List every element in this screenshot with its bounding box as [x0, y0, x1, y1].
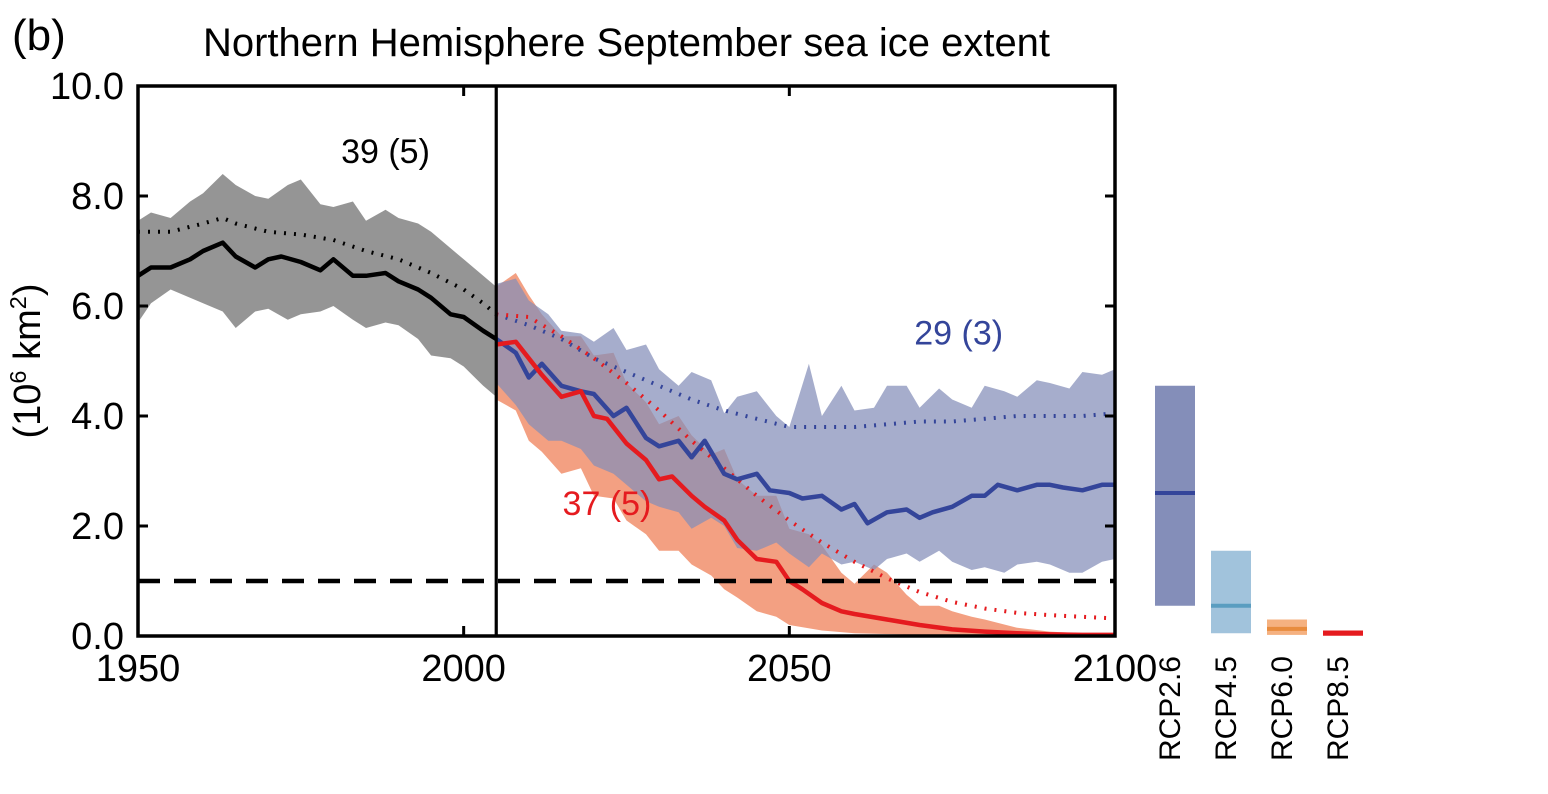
- legend-bar-RCP2.6: [1155, 386, 1195, 606]
- xtick-label: 2100: [1073, 648, 1158, 690]
- annotation-hist: 39 (5): [341, 133, 430, 171]
- ytick-label: 0.0: [71, 616, 124, 658]
- panel-label: (b): [12, 11, 66, 60]
- y-axis-label: (106 km2): [5, 283, 49, 438]
- ytick-label: 8.0: [71, 176, 124, 218]
- xtick-label: 2000: [421, 648, 506, 690]
- annotation-rcp26: 29 (3): [914, 315, 1003, 353]
- legend-label: RCP2.6: [1154, 656, 1187, 761]
- ytick-label: 2.0: [71, 506, 124, 548]
- ytick-label: 10.0: [50, 66, 124, 108]
- legend-bar-RCP4.5: [1211, 551, 1251, 634]
- ytick-label: 4.0: [71, 396, 124, 438]
- sea-ice-chart: 19502000205021000.02.04.06.08.010.0(b)No…: [0, 0, 1548, 794]
- legend-label: RCP6.0: [1266, 656, 1299, 761]
- legend-label: RCP4.5: [1210, 656, 1243, 761]
- annotation-rcp85: 37 (5): [563, 485, 652, 523]
- legend-label: RCP8.5: [1322, 656, 1355, 761]
- chart-title: Northern Hemisphere September sea ice ex…: [203, 21, 1050, 65]
- ytick-label: 6.0: [71, 286, 124, 328]
- historical-band: [138, 174, 496, 397]
- xtick-label: 2050: [747, 648, 832, 690]
